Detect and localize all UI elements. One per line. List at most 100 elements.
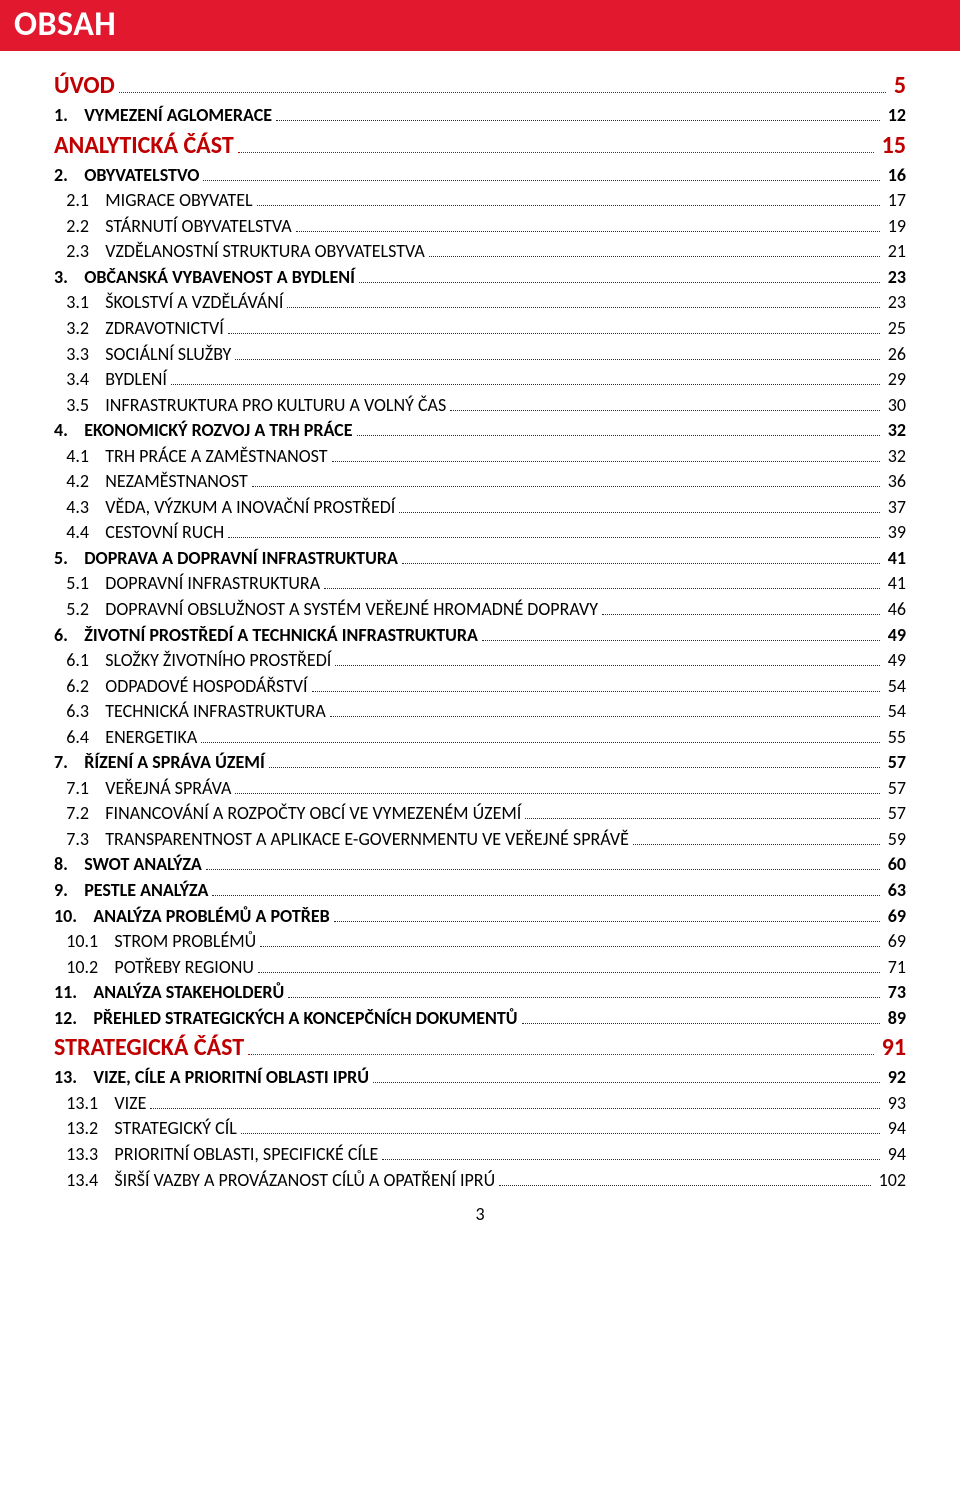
toc-leader — [206, 854, 880, 870]
toc-entry: 3.1 ŠKOLSTVÍ A VZDĚLÁVÁNÍ 23 — [54, 290, 906, 316]
toc-entry-page: 49 — [884, 648, 906, 674]
toc-leader — [334, 905, 880, 921]
toc-leader — [602, 599, 880, 615]
toc-entry-label: 7.2 FINANCOVÁNÍ A ROZPOČTY OBCÍ VE VYMEZ… — [54, 801, 521, 827]
toc-entry-label: 2.2 STÁRNUTÍ OBYVATELSTVA — [54, 214, 292, 240]
toc-entry-page: 15 — [878, 129, 906, 163]
toc-entry-page: 5 — [890, 69, 906, 103]
toc-entry-label: 1. VYMEZENÍ AGLOMERACE — [54, 103, 272, 129]
page-header: OBSAH — [0, 0, 960, 51]
toc-entry-label: STRATEGICKÁ ČÁST — [54, 1031, 244, 1065]
toc-leader — [330, 701, 880, 717]
toc-entry-label: 12. PŘEHLED STRATEGICKÝCH A KONCEPČNÍCH … — [54, 1006, 518, 1032]
toc-leader — [335, 650, 879, 666]
toc-entry-label: 3.2 ZDRAVOTNICTVÍ — [54, 316, 224, 342]
toc-entry: 13. VIZE, CÍLE A PRIORITNÍ OBLASTI IPRÚ … — [54, 1065, 906, 1091]
toc-entry-label: 7.1 VEŘEJNÁ SPRÁVA — [54, 776, 231, 802]
toc-entry: 5. DOPRAVA A DOPRAVNÍ INFRASTRUKTURA 41 — [54, 546, 906, 572]
toc-leader — [257, 190, 880, 206]
toc-leader — [228, 318, 880, 334]
toc-entry: 3. OBČANSKÁ VYBAVENOST A BYDLENÍ 23 — [54, 265, 906, 291]
toc-entry-page: 41 — [884, 546, 906, 572]
toc-leader — [429, 241, 880, 257]
toc-entry-label: 5.1 DOPRAVNÍ INFRASTRUKTURA — [54, 571, 320, 597]
toc-entry-page: 36 — [884, 469, 906, 495]
toc-entry-label: 4.3 VĚDA, VÝZKUM A INOVAČNÍ PROSTŘEDÍ — [54, 495, 395, 521]
toc-entry-page: 94 — [884, 1142, 906, 1168]
toc-entry: 2. OBYVATELSTVO 16 — [54, 163, 906, 189]
toc-leader — [238, 136, 874, 152]
toc-leader — [373, 1067, 880, 1083]
toc-entry-page: 94 — [884, 1116, 906, 1142]
toc-entry-label: 7. ŘÍZENÍ A SPRÁVA ÚZEMÍ — [54, 750, 265, 776]
toc-leader — [287, 292, 879, 308]
toc-entry-label: 10.2 POTŘEBY REGIONU — [54, 955, 254, 981]
toc-entry-page: 102 — [875, 1168, 906, 1194]
document-page: OBSAH ÚVOD 51. VYMEZENÍ AGLOMERACE 12ANA… — [0, 0, 960, 1255]
toc-leader — [324, 573, 880, 589]
toc-leader — [235, 343, 879, 359]
toc-entry-page: 54 — [884, 674, 906, 700]
toc-entry-label: 13.3 PRIORITNÍ OBLASTI, SPECIFICKÉ CÍLE — [54, 1142, 378, 1168]
toc-leader — [499, 1169, 871, 1185]
table-of-contents: ÚVOD 51. VYMEZENÍ AGLOMERACE 12ANALYTICK… — [0, 51, 960, 1193]
toc-entry: 4.2 NEZAMĚSTNANOST 36 — [54, 469, 906, 495]
toc-entry: 2.2 STÁRNUTÍ OBYVATELSTVA 19 — [54, 214, 906, 240]
toc-leader — [248, 1039, 874, 1055]
toc-entry-label: 5.2 DOPRAVNÍ OBSLUŽNOST A SYSTÉM VEŘEJNÉ… — [54, 597, 598, 623]
toc-entry: 8. SWOT ANALÝZA 60 — [54, 852, 906, 878]
toc-entry-label: 13.4 ŠIRŠÍ VAZBY A PROVÁZANOST CÍLŮ A OP… — [54, 1168, 495, 1194]
toc-entry-label: 6.1 SLOŽKY ŽIVOTNÍHO PROSTŘEDÍ — [54, 648, 331, 674]
toc-entry-label: 9. PESTLE ANALÝZA — [54, 878, 208, 904]
toc-entry-page: 73 — [884, 980, 906, 1006]
toc-entry-label: 4.2 NEZAMĚSTNANOST — [54, 469, 248, 495]
toc-entry-page: 16 — [884, 163, 906, 189]
toc-leader — [525, 803, 879, 819]
toc-entry: 10.1 STROM PROBLÉMŮ 69 — [54, 929, 906, 955]
toc-entry: 13.3 PRIORITNÍ OBLASTI, SPECIFICKÉ CÍLE … — [54, 1142, 906, 1168]
toc-entry-page: 59 — [884, 827, 906, 853]
toc-entry: 2.3 VZDĚLANOSTNÍ STRUKTURA OBYVATELSTVA … — [54, 239, 906, 265]
header-title: OBSAH — [14, 4, 116, 45]
toc-leader — [522, 1008, 880, 1024]
toc-entry: ÚVOD 5 — [54, 69, 906, 103]
toc-entry-page: 46 — [884, 597, 906, 623]
toc-leader — [201, 727, 879, 743]
toc-entry: 4.1 TRH PRÁCE A ZAMĚSTNANOST 32 — [54, 444, 906, 470]
toc-entry: 13.2 STRATEGICKÝ CÍL 94 — [54, 1116, 906, 1142]
toc-entry-label: 13.2 STRATEGICKÝ CÍL — [54, 1116, 237, 1142]
toc-entry: 5.1 DOPRAVNÍ INFRASTRUKTURA 41 — [54, 571, 906, 597]
toc-entry-page: 39 — [884, 520, 906, 546]
toc-entry: 6. ŽIVOTNÍ PROSTŘEDÍ A TECHNICKÁ INFRAST… — [54, 623, 906, 649]
toc-entry-page: 63 — [884, 878, 906, 904]
toc-entry-page: 25 — [884, 316, 906, 342]
toc-entry-label: 11. ANALÝZA STAKEHOLDERŮ — [54, 980, 284, 1006]
toc-entry-page: 26 — [884, 342, 906, 368]
toc-leader — [228, 522, 880, 538]
toc-leader — [382, 1144, 879, 1160]
toc-entry-label: 13.1 VIZE — [54, 1091, 146, 1117]
toc-entry: 3.2 ZDRAVOTNICTVÍ 25 — [54, 316, 906, 342]
toc-leader — [633, 829, 880, 845]
toc-leader — [212, 880, 879, 896]
toc-entry-label: 3.1 ŠKOLSTVÍ A VZDĚLÁVÁNÍ — [54, 290, 283, 316]
toc-leader — [203, 165, 879, 181]
toc-leader — [235, 778, 879, 794]
toc-leader — [258, 956, 880, 972]
toc-entry-label: 4.4 CESTOVNÍ RUCH — [54, 520, 224, 546]
toc-entry-page: 54 — [884, 699, 906, 725]
toc-entry: 13.1 VIZE 93 — [54, 1091, 906, 1117]
toc-entry-page: 19 — [884, 214, 906, 240]
toc-entry-label: 7.3 TRANSPARENTNOST A APLIKACE E-GOVERNM… — [54, 827, 629, 853]
toc-entry: 6.4 ENERGETIKA 55 — [54, 725, 906, 751]
toc-entry: 6.3 TECHNICKÁ INFRASTRUKTURA 54 — [54, 699, 906, 725]
toc-entry-page: 17 — [884, 188, 906, 214]
toc-leader — [399, 497, 879, 513]
toc-leader — [359, 267, 880, 283]
toc-entry-label: ANALYTICKÁ ČÁST — [54, 129, 234, 163]
toc-leader — [241, 1118, 880, 1134]
toc-entry-label: 2. OBYVATELSTVO — [54, 163, 199, 189]
toc-entry: 13.4 ŠIRŠÍ VAZBY A PROVÁZANOST CÍLŮ A OP… — [54, 1168, 906, 1194]
toc-leader — [119, 77, 886, 93]
toc-leader — [288, 982, 879, 998]
